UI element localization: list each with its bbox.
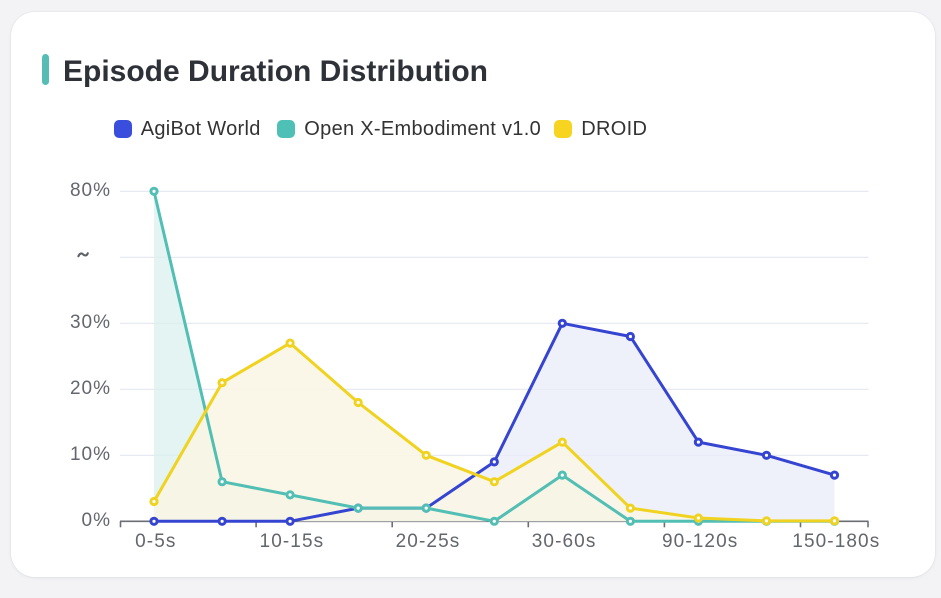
svg-text:150-180s: 150-180s bbox=[792, 531, 880, 552]
svg-text:10%: 10% bbox=[70, 444, 111, 465]
svg-text:20%: 20% bbox=[70, 378, 111, 399]
svg-text:10-15s: 10-15s bbox=[260, 531, 325, 552]
svg-text:20-25s: 20-25s bbox=[396, 531, 461, 552]
svg-text:0-5s: 0-5s bbox=[135, 531, 176, 552]
svg-text:90-120s: 90-120s bbox=[662, 531, 738, 552]
svg-text:30-60s: 30-60s bbox=[532, 531, 597, 552]
svg-text:0%: 0% bbox=[82, 510, 111, 531]
svg-text:80%: 80% bbox=[70, 180, 111, 201]
svg-text:30%: 30% bbox=[70, 312, 111, 333]
